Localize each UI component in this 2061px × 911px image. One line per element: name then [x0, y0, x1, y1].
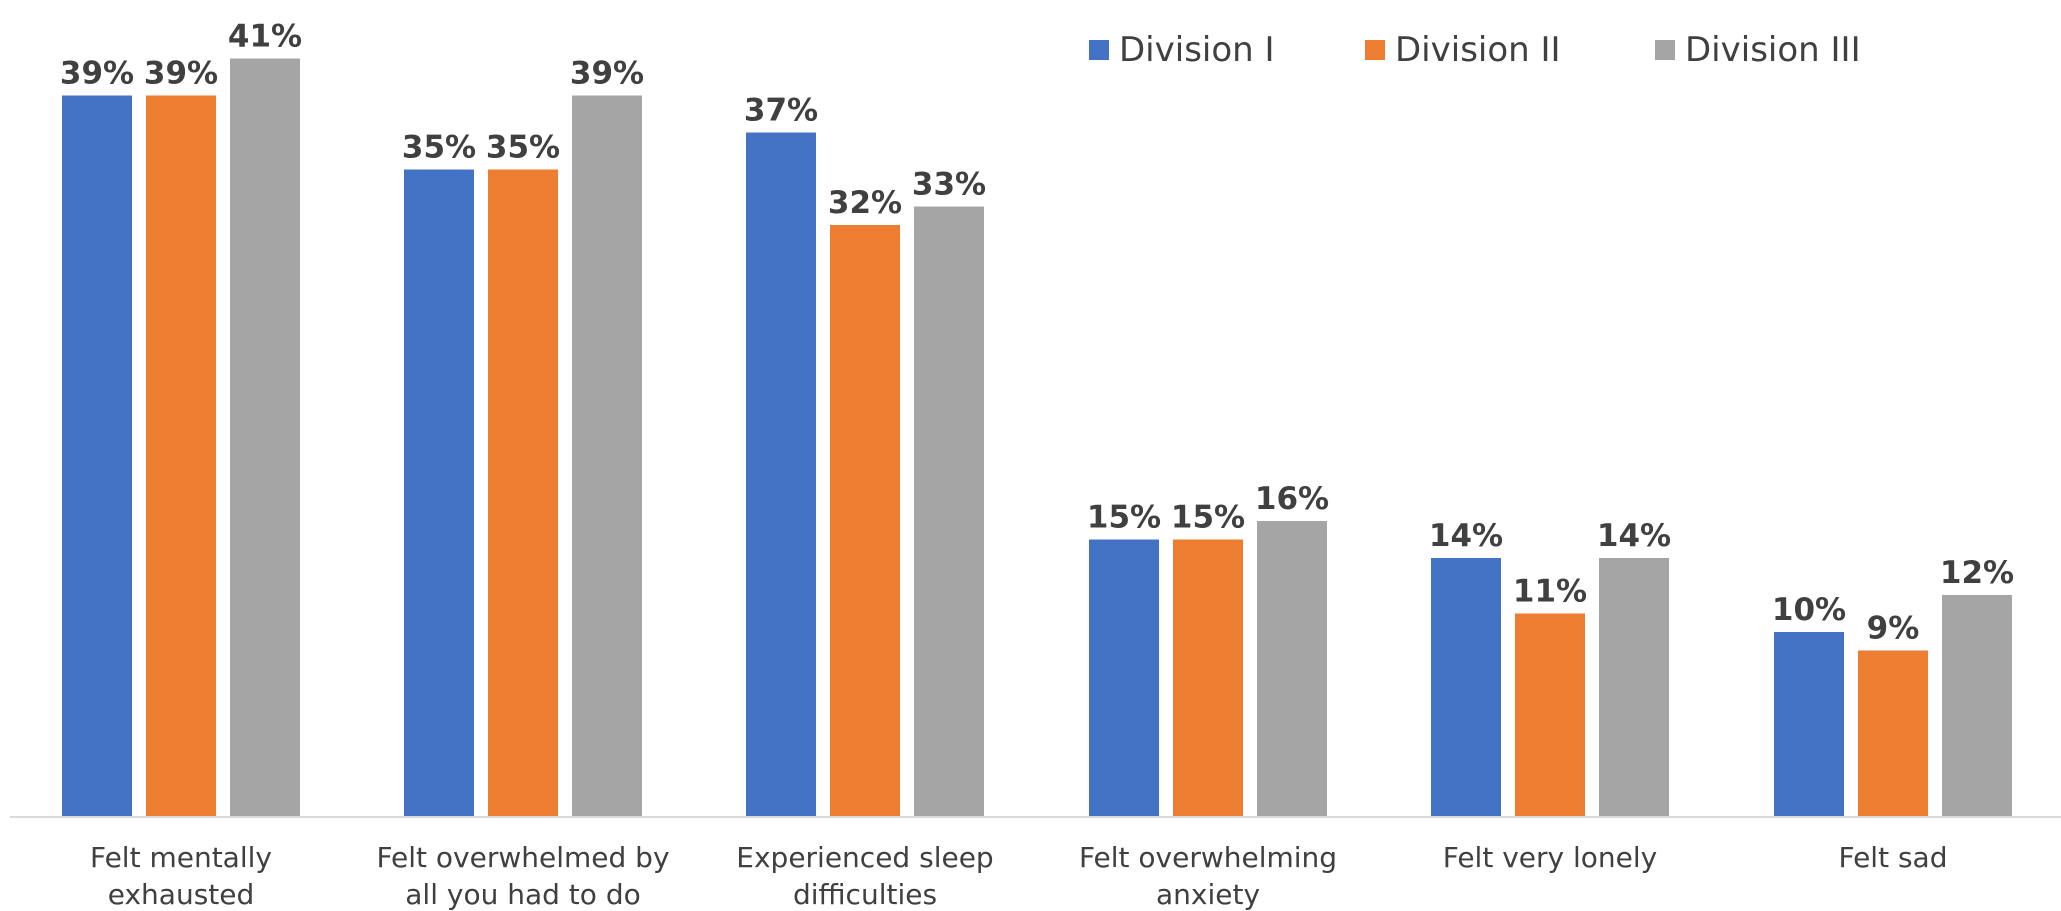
category-label-line: Felt overwhelming	[1079, 841, 1337, 874]
data-label: 35%	[486, 130, 560, 166]
category-label-line: Felt very lonely	[1443, 841, 1657, 874]
data-label: 39%	[144, 56, 218, 92]
category-label: Felt mentally exhausted	[90, 841, 272, 911]
bar-series-1-cat-3	[746, 132, 816, 817]
category-label-line: Felt sad	[1839, 841, 1948, 874]
data-label: 10%	[1772, 592, 1846, 628]
bar-series-2-cat-5	[1515, 613, 1585, 817]
legend-label: Division III	[1685, 30, 1861, 70]
category-label: Experienced sleep difficulties	[736, 841, 993, 911]
data-label: 41%	[228, 19, 302, 55]
category-label-line: all you had to do	[405, 878, 640, 911]
bar-series-3-cat-2	[572, 95, 642, 817]
bar-series-1-cat-6	[1774, 632, 1844, 817]
bar-series-2-cat-3	[830, 225, 900, 817]
data-label: 39%	[60, 56, 134, 92]
data-label: 37%	[744, 93, 818, 129]
category-label: Felt overwhelming anxiety	[1079, 841, 1337, 911]
data-label: 33%	[912, 167, 986, 203]
bar-series-2-cat-6	[1858, 650, 1928, 817]
category-label: Felt sad	[1839, 841, 1948, 874]
data-label: 39%	[570, 56, 644, 92]
category-label-line: difficulties	[793, 878, 937, 911]
bar-series-1-cat-5	[1431, 558, 1501, 817]
bar-series-2-cat-2	[488, 169, 558, 817]
bar-series-3-cat-4	[1257, 521, 1327, 817]
category-label-line: Experienced sleep	[736, 841, 993, 874]
bar-series-2-cat-1	[146, 95, 216, 817]
bar-series-3-cat-5	[1599, 558, 1669, 817]
legend: Division I Division II Division III	[1089, 30, 1861, 70]
bar-series-1-cat-1	[62, 95, 132, 817]
category-label: Felt overwhelmed by all you had to do	[376, 841, 669, 911]
data-label: 35%	[402, 130, 476, 166]
value-labels-layer: 39% 35% 37% 15% 14% 10% 39% 35% 32% 15% 11% 9% 41% 39…	[60, 19, 2014, 647]
legend-swatch	[1655, 40, 1675, 60]
category-label-line: Felt mentally	[90, 841, 272, 874]
bar-series-3-cat-3	[914, 206, 984, 817]
data-label: 12%	[1940, 555, 2014, 591]
data-label: 9%	[1867, 611, 1920, 647]
data-label: 16%	[1255, 481, 1329, 517]
data-label: 15%	[1087, 500, 1161, 536]
legend-swatch	[1089, 40, 1109, 60]
bars-layer	[62, 58, 2012, 817]
category-labels-layer: Felt mentally exhausted Felt overwhelmed b…	[90, 841, 1947, 911]
category-label-line: exhausted	[108, 878, 255, 911]
bar-series-3-cat-6	[1942, 595, 2012, 817]
legend-label: Division II	[1395, 30, 1561, 70]
data-label: 32%	[828, 185, 902, 221]
legend-swatch	[1365, 40, 1385, 60]
bar-series-1-cat-2	[404, 169, 474, 817]
legend-label: Division I	[1119, 30, 1275, 70]
data-label: 14%	[1429, 518, 1503, 554]
category-label-line: Felt overwhelmed by	[376, 841, 669, 874]
bar-series-3-cat-1	[230, 58, 300, 817]
bar-series-1-cat-4	[1089, 539, 1159, 817]
data-label: 14%	[1597, 518, 1671, 554]
data-label: 11%	[1513, 574, 1587, 610]
category-label: Felt very lonely	[1443, 841, 1657, 874]
category-label-line: anxiety	[1156, 878, 1260, 911]
data-label: 15%	[1171, 500, 1245, 536]
bar-series-2-cat-4	[1173, 539, 1243, 817]
